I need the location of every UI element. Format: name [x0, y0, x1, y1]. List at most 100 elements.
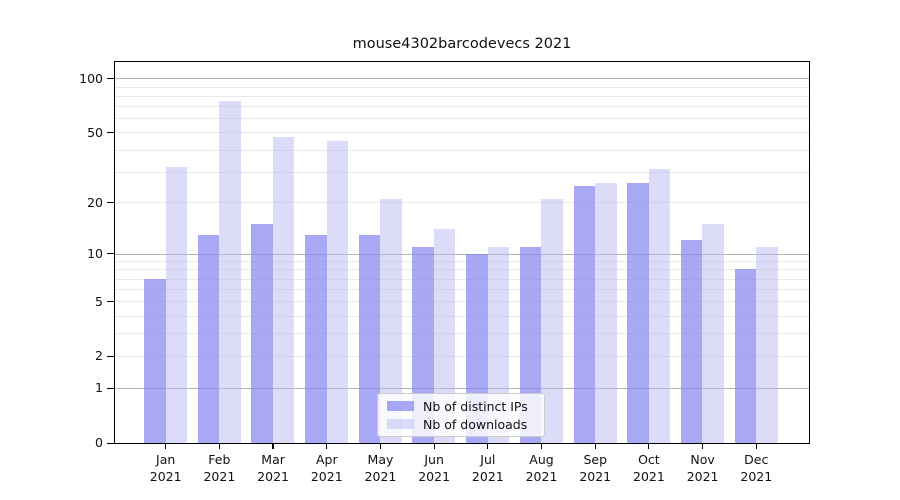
x-tick-apr: [326, 444, 328, 450]
x-tick-label-mar: Mar 2021: [245, 451, 301, 485]
x-tick-may: [379, 444, 382, 450]
x-tick-month-aug: Aug: [529, 452, 554, 467]
x-tick-label-may: May 2021: [352, 451, 408, 485]
gridline-2: [115, 356, 809, 358]
bar-distinct-ips-dec: [734, 269, 757, 443]
y-tick-label-50: 50: [87, 124, 103, 140]
y-tick-20: [107, 202, 114, 204]
y-tick-10: [107, 253, 114, 255]
bar-distinct-ips-apr: [305, 234, 327, 443]
gridline-decade-100: [115, 78, 809, 80]
y-tick-50: [107, 131, 114, 134]
legend: Nb of distinct IPs Nb of downloads: [377, 393, 545, 437]
y-tick-0: [107, 442, 114, 444]
bar-downloads-dec: [756, 246, 778, 443]
chart-title: mouse4302barcodevecs 2021: [352, 36, 572, 52]
bar-downloads-oct: [648, 169, 671, 443]
x-tick-month-oct: Oct: [638, 452, 660, 467]
y-tick-label-5: 5: [95, 293, 103, 309]
bar-distinct-ips-oct: [627, 182, 649, 443]
x-tick-year-sep: 2021: [579, 469, 612, 484]
gridline-60: [115, 118, 809, 120]
x-tick-year-aug: 2021: [525, 469, 558, 484]
bar-downloads-apr: [326, 140, 349, 443]
bar-downloads-sep: [595, 182, 617, 443]
legend-label-distinct-ips: Nb of distinct IPs: [423, 398, 528, 414]
gridline-80: [115, 95, 809, 97]
gridline-decade-10: [115, 253, 809, 255]
x-tick-month-sep: Sep: [583, 452, 607, 467]
x-tick-year-nov: 2021: [686, 469, 719, 484]
y-tick-1: [107, 387, 114, 390]
legend-row-downloads: Nb of downloads: [387, 417, 536, 432]
bar-distinct-ips-jan: [144, 278, 166, 443]
y-tick-label-20: 20: [87, 194, 103, 210]
gridline-40: [115, 149, 809, 151]
x-tick-label-oct: Oct 2021: [621, 451, 677, 485]
x-tick-month-apr: Apr: [315, 452, 338, 467]
bar-downloads-may: [380, 198, 402, 443]
bar-distinct-ips-mar: [251, 223, 273, 443]
x-tick-month-mar: Mar: [261, 452, 285, 467]
gridline-50: [115, 132, 809, 134]
x-tick-label-dec: Dec 2021: [728, 451, 784, 485]
gridline-3: [115, 333, 809, 335]
x-tick-year-mar: 2021: [257, 469, 289, 484]
y-tick-5: [107, 301, 114, 303]
bar-distinct-ips-nov: [680, 240, 703, 443]
x-tick-jul: [487, 444, 489, 450]
x-tick-label-sep: Sep 2021: [567, 451, 623, 485]
x-tick-month-dec: Dec: [744, 452, 769, 467]
x-tick-sep: [594, 444, 596, 450]
x-tick-month-nov: Nov: [690, 452, 715, 467]
gridline-7: [115, 278, 809, 280]
x-tick-dec: [755, 444, 757, 450]
x-tick-month-may: May: [367, 452, 394, 467]
gridline-4: [115, 315, 809, 317]
x-tick-mar: [272, 444, 274, 450]
bar-downloads-aug: [541, 198, 563, 443]
x-tick-label-nov: Nov 2021: [675, 451, 731, 485]
gridline-20: [115, 202, 809, 204]
x-tick-label-feb: Feb 2021: [191, 451, 247, 485]
x-tick-label-jan: Jan 2021: [138, 451, 194, 485]
x-tick-year-apr: 2021: [310, 469, 343, 484]
x-tick-oct: [648, 444, 650, 450]
x-tick-label-aug: Aug 2021: [514, 451, 570, 485]
gridline-9: [115, 261, 809, 263]
y-tick-label-10: 10: [87, 245, 103, 261]
bar-distinct-ips-feb: [197, 234, 220, 443]
x-tick-label-apr: Apr 2021: [299, 451, 355, 485]
gridline-8: [115, 269, 809, 271]
y-tick-label-100: 100: [79, 70, 103, 86]
x-tick-year-oct: 2021: [633, 469, 665, 484]
gridline-30: [115, 171, 809, 173]
y-tick-100: [107, 78, 114, 80]
bar-downloads-nov: [702, 223, 724, 443]
bar-downloads-jan: [165, 166, 187, 443]
legend-swatch-downloads: [387, 419, 414, 429]
x-tick-year-jul: 2021: [471, 469, 504, 484]
y-tick-label-1: 1: [95, 380, 103, 396]
x-tick-aug: [540, 444, 543, 450]
x-tick-month-jun: Jun: [424, 452, 444, 467]
x-tick-label-jul: Jul 2021: [460, 451, 516, 485]
x-tick-feb: [218, 444, 220, 450]
x-tick-year-feb: 2021: [203, 469, 236, 484]
gridline-decade-1: [115, 388, 809, 390]
x-tick-month-feb: Feb: [208, 452, 231, 467]
y-tick-2: [107, 355, 114, 357]
bar-downloads-jun: [433, 229, 456, 443]
bar-downloads-feb: [219, 100, 241, 443]
y-tick-label-0: 0: [95, 435, 103, 451]
gridline-5: [115, 301, 809, 303]
x-tick-month-jul: Jul: [480, 452, 496, 467]
x-tick-jun: [433, 444, 435, 450]
legend-label-downloads: Nb of downloads: [423, 416, 528, 432]
bar-distinct-ips-may: [358, 234, 381, 443]
x-tick-year-may: 2021: [364, 469, 397, 484]
gridline-70: [115, 106, 809, 108]
legend-row-distinct-ips: Nb of distinct IPs: [387, 399, 536, 414]
plot-area: [114, 61, 810, 444]
